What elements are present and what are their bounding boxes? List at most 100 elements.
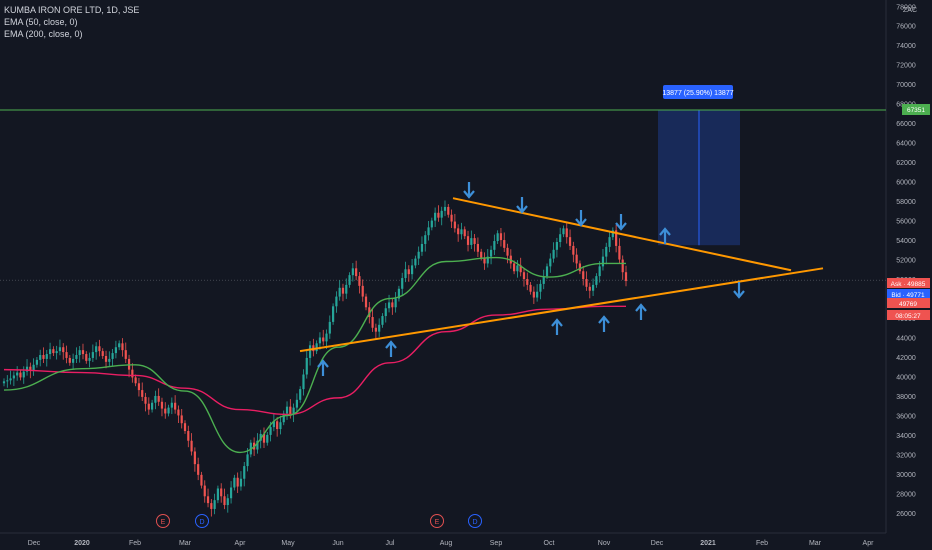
y-tick-label: 70000: [896, 82, 916, 89]
candle-body: [473, 238, 476, 244]
ema-200-line[interactable]: [3, 305, 626, 416]
candle-body: [322, 337, 325, 342]
candle-body: [98, 346, 101, 352]
candle-body: [457, 228, 460, 235]
candle-body: [466, 236, 470, 245]
candle-body: [480, 251, 483, 258]
candle-body: [335, 296, 338, 307]
down-arrow-icon-head: [575, 218, 587, 227]
candle-body: [608, 237, 611, 247]
candle-body: [536, 291, 539, 298]
event-marker[interactable]: [430, 514, 444, 528]
candle-body: [190, 440, 193, 452]
up-arrow-icon-head: [317, 359, 329, 368]
x-tick-label: Feb: [756, 540, 768, 547]
symbol-title: KUMBA IRON ORE LTD, 1D, JSE: [4, 5, 140, 15]
candle-body: [598, 266, 601, 277]
candle-body: [174, 402, 177, 410]
y-tick-label: 64000: [896, 141, 916, 148]
candle-body: [223, 496, 226, 506]
candle-body: [25, 366, 29, 372]
candle-body: [88, 357, 91, 361]
candle-body: [233, 477, 236, 488]
candle-body: [414, 258, 417, 266]
down-arrow-icon: [575, 210, 587, 227]
x-tick-label: Jun: [332, 540, 343, 547]
candle-body: [124, 350, 127, 359]
candle-body: [276, 421, 279, 430]
candle-body: [118, 343, 121, 348]
x-tick-label: Dec: [28, 540, 41, 547]
candle-body: [279, 422, 282, 430]
ema-50-line[interactable]: [3, 256, 626, 454]
candle-body: [95, 346, 98, 353]
candle-body: [305, 357, 308, 375]
candle-body: [85, 354, 88, 361]
candle-body: [601, 256, 605, 267]
candle-body: [516, 265, 519, 272]
y-tick-label: 58000: [896, 199, 916, 206]
candle-body: [101, 351, 104, 356]
candle-body: [266, 434, 269, 443]
measure-label-box: [663, 85, 733, 99]
candle-body: [52, 349, 55, 354]
x-tick-label: Dec: [651, 540, 664, 547]
candle-body: [381, 316, 384, 325]
candle-body: [351, 268, 354, 276]
event-marker[interactable]: [468, 514, 482, 528]
candle-body: [391, 302, 394, 308]
candle-body: [453, 221, 456, 229]
up-arrow-icon: [551, 318, 563, 335]
candle-body: [361, 285, 364, 297]
y-tick-label: 66000: [896, 121, 916, 128]
candle-body: [200, 474, 203, 486]
candle-body: [394, 298, 397, 308]
candle-body: [407, 269, 410, 275]
candle-body: [513, 263, 516, 272]
candle-body: [78, 350, 81, 356]
y-tick-label: 26000: [896, 511, 916, 518]
price-tag: [887, 289, 930, 299]
y-tick-label: 72000: [896, 63, 916, 70]
y-tick-label: 38000: [896, 394, 916, 401]
candle-body: [483, 257, 486, 264]
currency-label: ZAC: [903, 7, 917, 14]
candle-body: [289, 406, 292, 415]
candle-body: [91, 352, 94, 358]
target-price-tag: [902, 104, 930, 115]
event-marker-label: D: [199, 519, 204, 526]
y-tick-label: 40000: [896, 374, 916, 381]
candle-body: [295, 399, 298, 408]
candle-body: [549, 258, 552, 267]
candle-body: [134, 377, 137, 384]
candle-body: [9, 378, 12, 381]
candle-body: [236, 477, 239, 487]
candle-body: [522, 272, 526, 280]
candle-body: [6, 380, 9, 382]
candle-body: [226, 498, 229, 506]
candle-body: [157, 395, 160, 402]
trendline-lower[interactable]: [299, 267, 824, 353]
y-tick-label: 78000: [896, 4, 916, 11]
event-marker[interactable]: [156, 514, 170, 528]
event-marker[interactable]: [195, 514, 209, 528]
x-tick-label: Nov: [598, 540, 611, 547]
x-tick-label: Aug: [440, 540, 453, 547]
event-marker-label: E: [435, 519, 440, 526]
candle-body: [262, 433, 266, 443]
candle-body: [410, 265, 414, 275]
candle-body: [170, 402, 173, 408]
candle-body: [568, 237, 572, 246]
candle-body: [210, 503, 213, 509]
up-arrow-icon-head: [659, 227, 671, 236]
x-tick-label: Apr: [863, 540, 875, 547]
candle-body: [154, 395, 157, 403]
up-arrow-icon-head: [635, 303, 647, 312]
candle-body: [72, 358, 75, 363]
y-tick-label: 28000: [896, 491, 916, 498]
trendline-upper[interactable]: [452, 197, 792, 272]
ema-50-legend: EMA (50, close, 0): [4, 17, 78, 27]
candle-body: [368, 307, 371, 318]
